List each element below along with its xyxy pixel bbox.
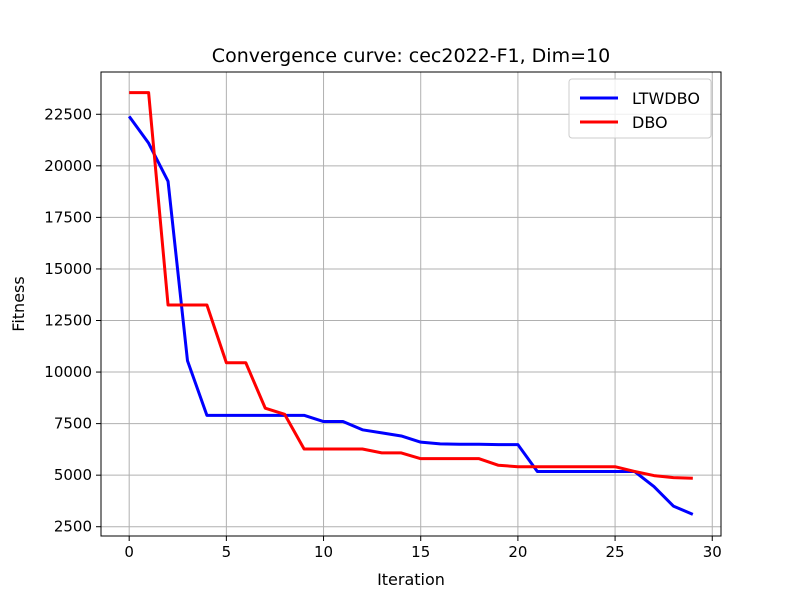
y-tick-label-1: 5000 (54, 466, 92, 484)
axis-ticks: 0 5 10 15 20 25 30 2500 5000 7500 10000 12500 15000 1… (44, 105, 722, 561)
y-tick-label-4: 12500 (44, 311, 92, 329)
series-lines (127, 91, 694, 516)
x-tick-label-5: 25 (606, 543, 625, 561)
legend-label-ltwdbo: LTWDBO (632, 89, 700, 108)
grid (101, 72, 721, 536)
y-tick-label-6: 17500 (44, 208, 92, 226)
y-tick-label-3: 10000 (44, 363, 92, 381)
legend-label-dbo: DBO (632, 113, 668, 132)
x-tick-label-3: 15 (411, 543, 430, 561)
x-tick-label-6: 30 (703, 543, 722, 561)
series-line-ltwdbo (127, 115, 694, 516)
y-tick-label-8: 22500 (44, 105, 92, 123)
y-tick-label-2: 7500 (54, 415, 92, 433)
y-tick-label-7: 20000 (44, 157, 92, 175)
x-tick-label-0: 0 (124, 543, 134, 561)
legend: LTWDBO DBO (568, 78, 712, 139)
x-axis-label: Iteration (377, 570, 445, 589)
chart-title: Convergence curve: cec2022-F1, Dim=10 (212, 45, 610, 67)
series-line-dbo (129, 91, 693, 480)
x-tick-label-1: 5 (222, 543, 232, 561)
plot-frame (100, 71, 722, 537)
y-axis-label: Fitness (9, 276, 28, 331)
y-tick-label-5: 15000 (44, 260, 92, 278)
x-tick-label-4: 20 (508, 543, 527, 561)
x-tick-label-2: 10 (314, 543, 333, 561)
y-tick-label-0: 2500 (54, 518, 92, 536)
